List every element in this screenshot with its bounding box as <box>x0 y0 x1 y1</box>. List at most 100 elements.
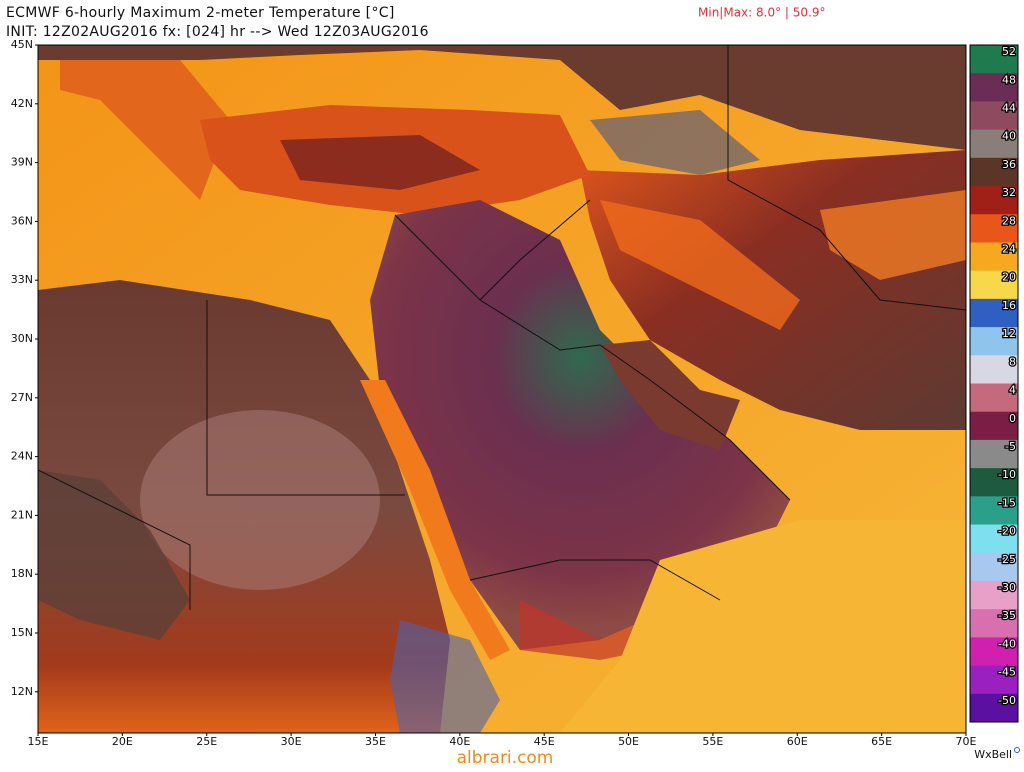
colorbar-label: -15 <box>998 496 1016 509</box>
chad <box>38 470 190 640</box>
border-line <box>38 469 191 610</box>
colorbar-label: 0 <box>1009 412 1016 425</box>
lon-label: 55E <box>702 735 723 748</box>
colorbar-label: -35 <box>998 609 1016 622</box>
lon-label: 45E <box>534 735 555 748</box>
colorbar-swatch <box>970 383 1018 413</box>
border-line <box>479 199 591 301</box>
colorbar-label: 8 <box>1009 355 1016 368</box>
watermark: albrari.com <box>457 748 554 768</box>
brand-dot <box>1014 747 1020 753</box>
lon-label: 25E <box>196 735 217 748</box>
colorbar-label: 48 <box>1002 73 1016 86</box>
colorbar-swatch <box>970 214 1018 243</box>
colorbar-swatch <box>970 327 1018 356</box>
colorbar-swatch <box>970 580 1018 610</box>
lon-label: 40E <box>449 735 470 748</box>
colorbar-swatch <box>970 439 1018 469</box>
colorbar-label: 24 <box>1002 243 1016 256</box>
arabia <box>370 200 790 650</box>
border-line <box>206 300 405 496</box>
colorbar-label: 4 <box>1009 384 1016 397</box>
lat-label: 15N <box>11 626 33 639</box>
colorbar-swatch <box>970 552 1018 582</box>
lat-label: 12N <box>11 685 33 698</box>
colorbar-swatch <box>970 45 1018 74</box>
colorbar-label: 44 <box>1002 101 1016 114</box>
map-frame <box>37 44 967 734</box>
lon-label: 70E <box>956 735 977 748</box>
lon-label: 35E <box>365 735 386 748</box>
colorbar-swatch <box>970 411 1018 441</box>
colorbar-swatch <box>970 496 1018 526</box>
colorbar-label: 28 <box>1002 214 1016 227</box>
colorbar-label: 16 <box>1002 299 1016 312</box>
lat-label: 45N <box>11 38 33 51</box>
min-max: Min|Max: 8.0° | 50.9° <box>698 6 825 20</box>
colorbar-label: -50 <box>998 694 1016 707</box>
lat-label: 24N <box>11 450 33 463</box>
brand: WxBell <box>974 748 1012 761</box>
lat-label: 27N <box>11 391 33 404</box>
colorbar-swatch <box>970 637 1018 667</box>
border-line <box>394 214 601 351</box>
lat-label: 42N <box>11 97 33 110</box>
lat-label: 21N <box>11 508 33 521</box>
lat-label: 39N <box>11 156 33 169</box>
arabian-sea <box>560 520 966 733</box>
colorbar-swatch <box>970 693 1018 723</box>
red-sea <box>360 380 510 660</box>
colorbar-label: -25 <box>998 553 1016 566</box>
lat-label: 18N <box>11 567 33 580</box>
colorbar-label: 52 <box>1002 45 1016 58</box>
border-line <box>727 45 966 311</box>
colorbar-label: -20 <box>998 525 1016 538</box>
colorbar-label: -40 <box>998 637 1016 650</box>
colorbar-swatch <box>970 665 1018 695</box>
colorbar-label: -30 <box>998 581 1016 594</box>
colorbar-swatch <box>970 101 1018 131</box>
map-field <box>38 45 966 733</box>
lat-label: 33N <box>11 273 33 286</box>
colorbar-label: 40 <box>1002 130 1016 143</box>
colorbar-swatch <box>970 129 1018 159</box>
ethiopia-highlands <box>390 620 500 733</box>
lat-label: 36N <box>11 214 33 227</box>
colorbar-swatch <box>970 524 1018 554</box>
colorbar-label: 32 <box>1002 186 1016 199</box>
colorbar-label: 12 <box>1002 327 1016 340</box>
lon-label: 20E <box>112 735 133 748</box>
lon-label: 15E <box>28 735 49 748</box>
anatolia-plateau <box>280 135 480 190</box>
colorbar-label: -5 <box>1005 440 1016 453</box>
colorbar-swatch <box>970 242 1018 272</box>
colorbar-label: 20 <box>1002 271 1016 284</box>
caucasus <box>590 110 760 175</box>
afghan-ranges <box>820 190 966 280</box>
colorbar-swatch <box>970 270 1018 300</box>
lat-label: 30N <box>11 332 33 345</box>
lon-label: 50E <box>618 735 639 748</box>
colorbar-frame <box>969 44 1019 723</box>
init-line: INIT: 12Z02AUG2016 fx: [024] hr --> Wed … <box>6 24 429 40</box>
lon-label: 30E <box>281 735 302 748</box>
balkans <box>60 60 230 200</box>
border-line <box>599 344 791 501</box>
colorbar-swatch <box>970 355 1018 384</box>
colorbar-swatch <box>970 186 1018 215</box>
lon-label: 60E <box>787 735 808 748</box>
colorbar-swatch <box>970 73 1018 102</box>
colorbar-label: -10 <box>998 468 1016 481</box>
colorbar-label: -45 <box>998 666 1016 679</box>
zagros <box>600 200 800 330</box>
colorbar-swatch <box>970 157 1018 187</box>
colorbar-swatch <box>970 468 1018 497</box>
map-title: ECMWF 6-hourly Maximum 2-meter Temperatu… <box>6 5 395 21</box>
north-land <box>38 45 966 150</box>
lon-label: 65E <box>871 735 892 748</box>
border-line <box>469 559 721 601</box>
colorbar-swatch <box>970 609 1018 638</box>
